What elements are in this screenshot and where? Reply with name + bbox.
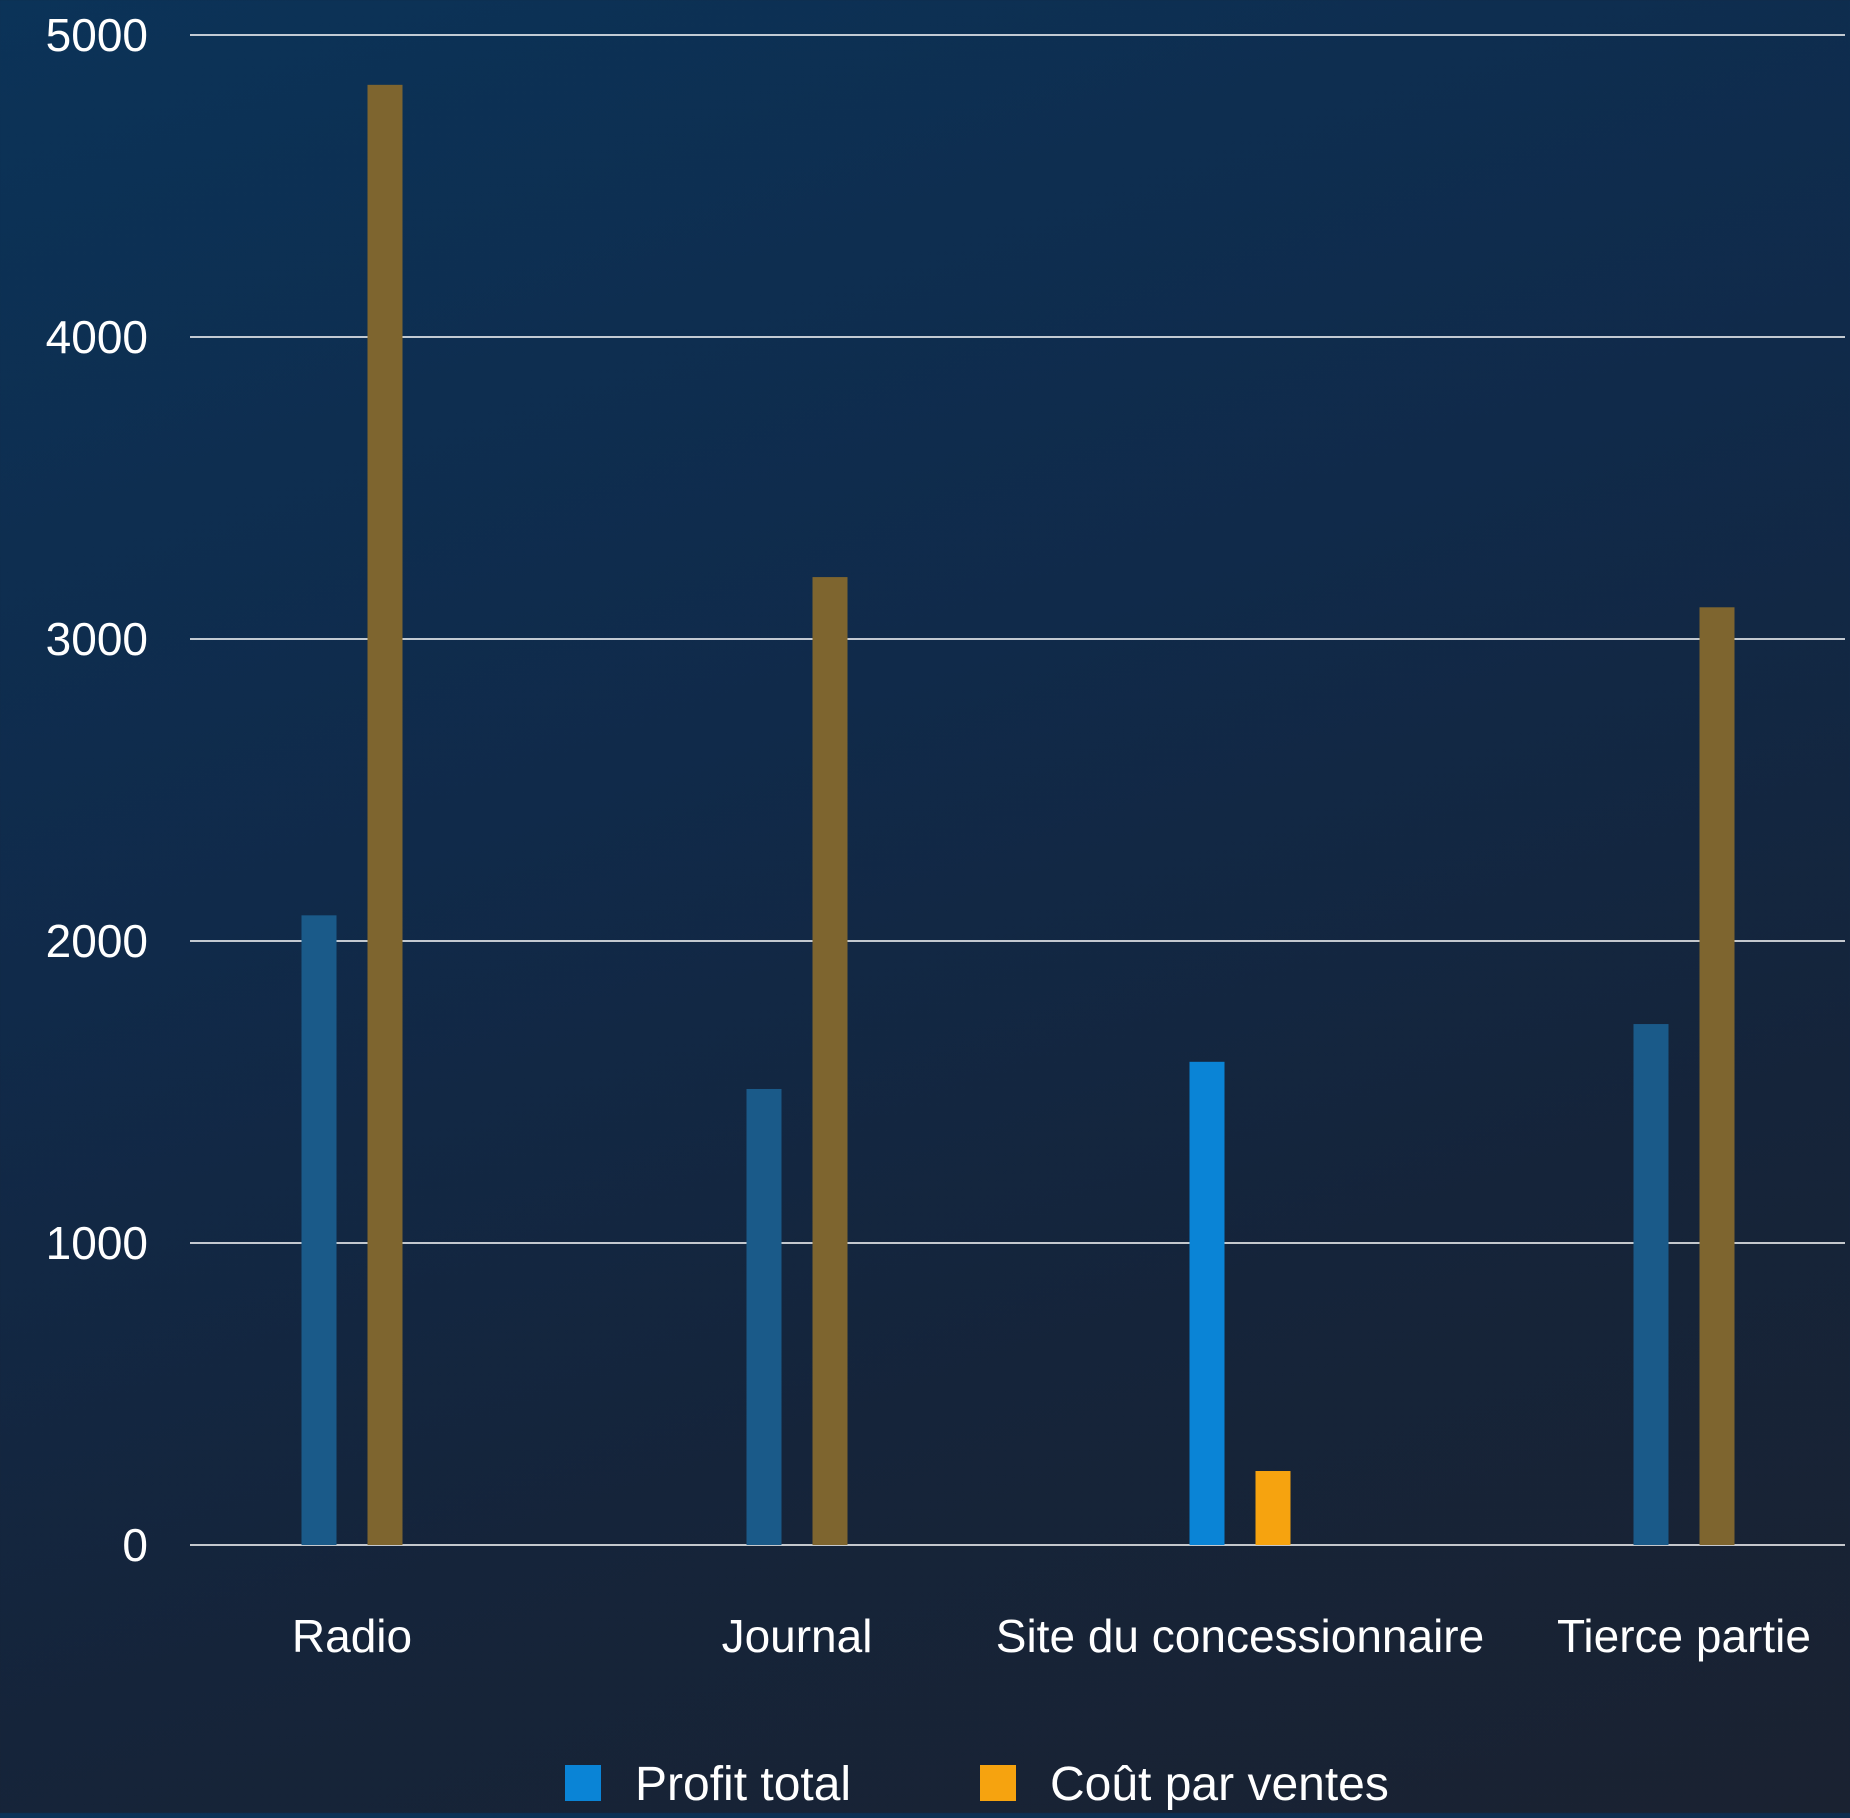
y-tick-label: 1000: [46, 1217, 148, 1269]
bar-cout-par-ventes[interactable]: [1699, 607, 1735, 1545]
y-tick-label: 5000: [46, 9, 148, 61]
bars: [301, 84, 1735, 1546]
grid-lines: [190, 34, 1845, 1546]
y-axis-ticks: 0 1000 2000 3000 4000 5000: [46, 9, 148, 1571]
legend-swatch-cout-par-ventes: [980, 1765, 1016, 1801]
x-axis-labels: Radio Journal Site du concessionnaire Tierc…: [292, 1610, 1811, 1662]
bar-profit-total[interactable]: [1189, 1061, 1225, 1545]
y-tick-label: 0: [122, 1519, 148, 1571]
y-tick-label: 4000: [46, 311, 148, 363]
bar-profit-total[interactable]: [1633, 1024, 1669, 1545]
x-category-label: Journal: [722, 1610, 873, 1662]
y-tick-label: 2000: [46, 915, 148, 967]
bar-cout-par-ventes[interactable]: [812, 577, 848, 1545]
bar-profit-total[interactable]: [746, 1088, 782, 1545]
bar-profit-total[interactable]: [301, 915, 337, 1545]
bar-cout-par-ventes[interactable]: [367, 84, 403, 1546]
legend-label-profit-total: Profit total: [635, 1758, 851, 1811]
x-category-label: Radio: [292, 1610, 412, 1662]
legend-label-cout-par-ventes: Coût par ventes: [1050, 1758, 1389, 1811]
x-category-label: Tierce partie: [1557, 1610, 1811, 1662]
bar-cout-par-ventes[interactable]: [1255, 1471, 1291, 1545]
legend-swatch-profit-total: [565, 1765, 601, 1801]
legend: Profit total Coût par ventes: [565, 1758, 1389, 1811]
x-category-label: Site du concessionnaire: [996, 1610, 1484, 1662]
y-tick-label: 3000: [46, 613, 148, 665]
